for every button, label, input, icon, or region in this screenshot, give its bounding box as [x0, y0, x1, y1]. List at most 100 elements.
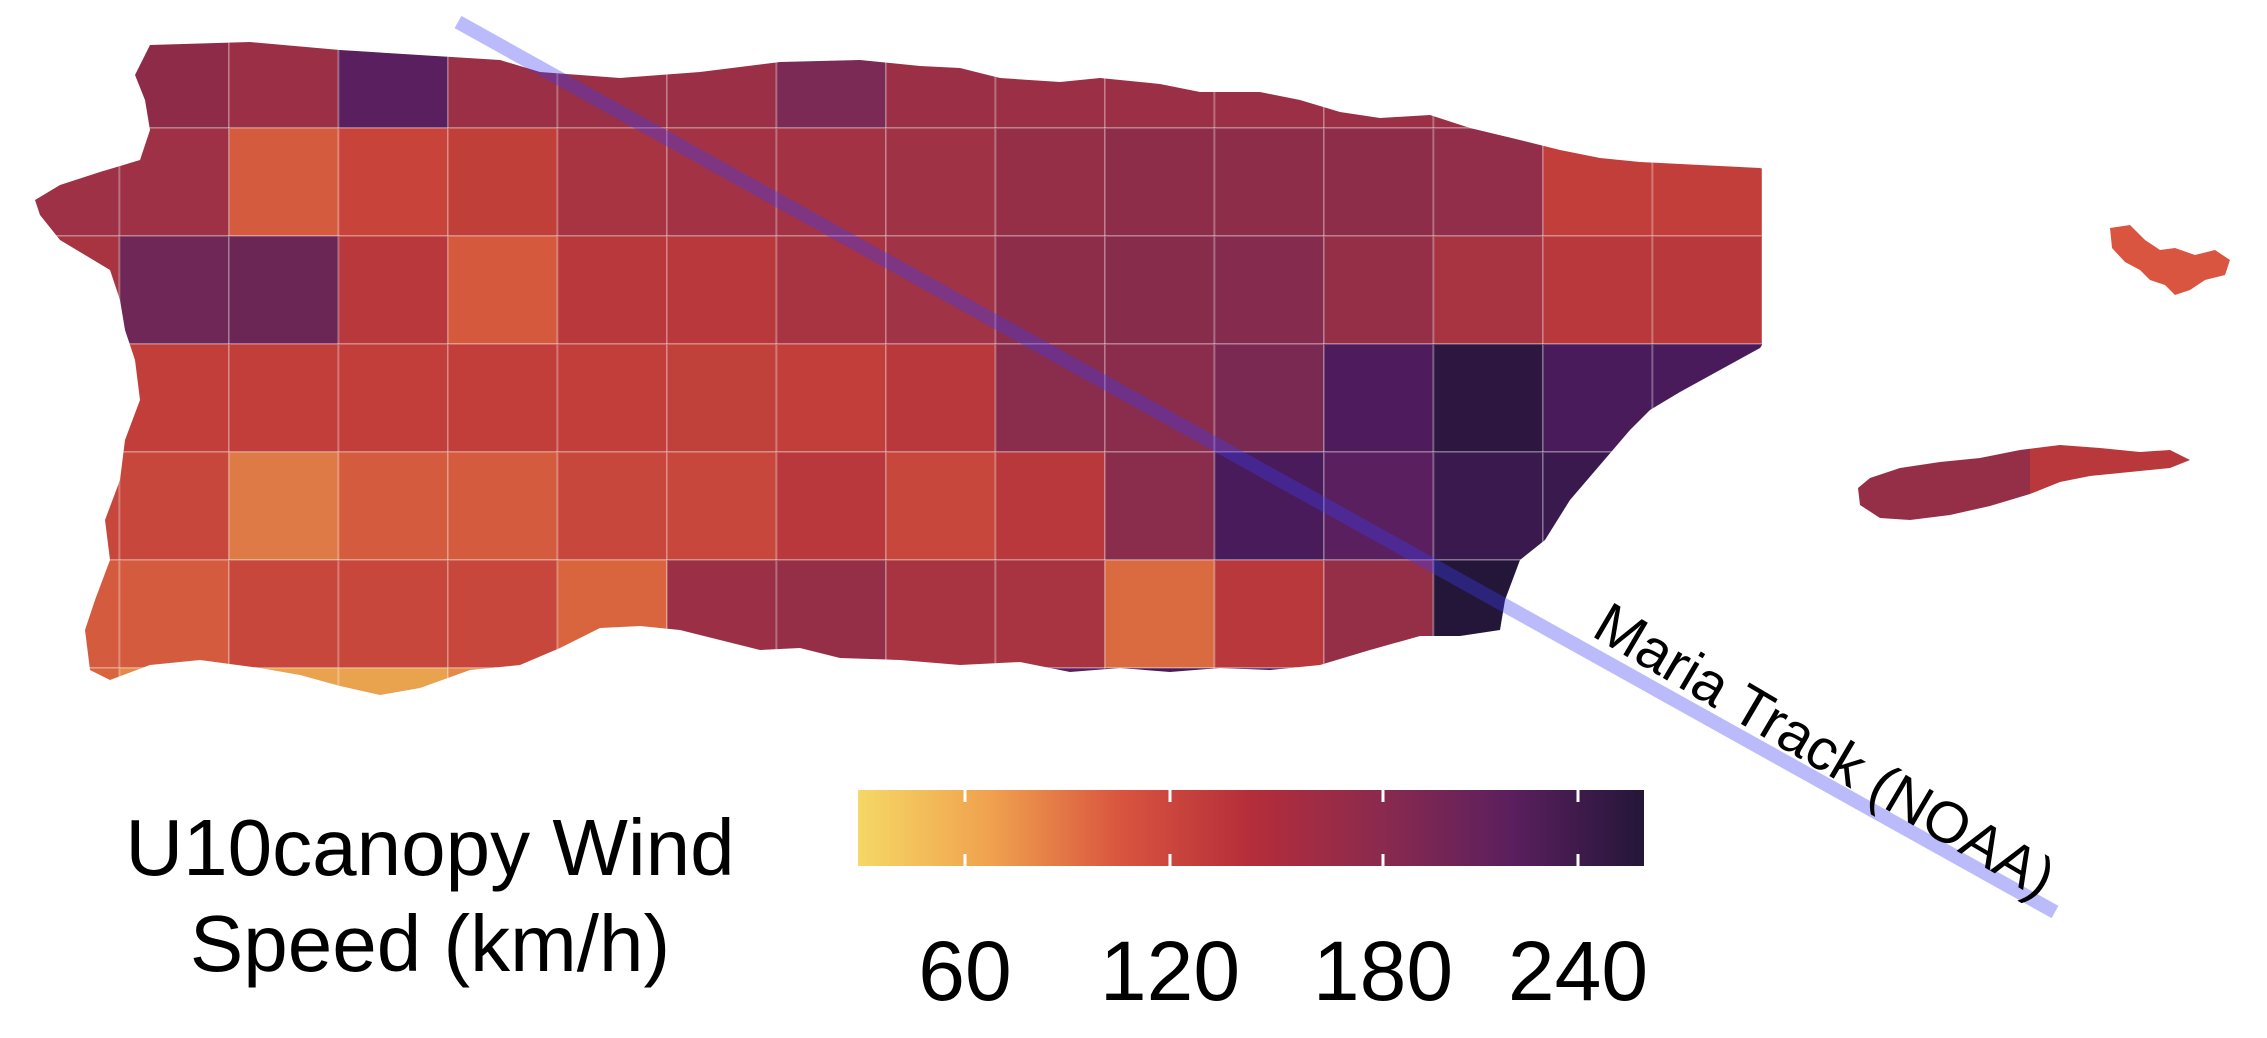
grid-cell [556, 343, 668, 453]
grid-cell [1651, 343, 1763, 453]
grid-cell [775, 559, 887, 669]
grid-cell [1432, 127, 1544, 237]
grid-cell [666, 667, 778, 695]
grid-cell [994, 667, 1106, 695]
grid-cell [1104, 451, 1216, 561]
grid-cell [447, 451, 559, 561]
colorbar-rect [858, 790, 1644, 866]
grid-cell [447, 235, 559, 345]
grid-cell [1432, 667, 1544, 695]
grid-cell [118, 235, 230, 345]
grid-cell [447, 343, 559, 453]
legend-title: U10canopy Wind Speed (km/h) [40, 800, 820, 992]
grid-cell [337, 451, 449, 561]
grid-cell [228, 42, 340, 129]
grid-cell [1651, 451, 1763, 561]
grid-cell [35, 559, 121, 669]
grid-cell [228, 667, 340, 695]
vieques-island [1858, 445, 2190, 520]
grid-cell [1213, 42, 1325, 129]
culebra-island [2110, 225, 2230, 295]
grid-cell [1432, 42, 1544, 129]
grid-cell [1213, 235, 1325, 345]
colorbar-tick-marks [963, 790, 1580, 866]
grid-cell [775, 235, 887, 345]
legend-tick-240: 240 [1508, 924, 1648, 1018]
grid-cell [118, 667, 230, 695]
grid-cell [337, 667, 449, 695]
grid-cell [666, 42, 778, 129]
grid-cell [1104, 235, 1216, 345]
grid-cell [1651, 235, 1763, 345]
grid-cell [994, 559, 1106, 669]
grid-cell [1104, 42, 1216, 129]
grid-cell [1104, 667, 1216, 695]
grid-cell [994, 127, 1106, 237]
grid-cell [228, 451, 340, 561]
grid-cell [885, 343, 997, 453]
grid-cell [35, 127, 121, 237]
grid-cell [885, 667, 997, 695]
grid-cell [666, 343, 778, 453]
grid-cell [1104, 127, 1216, 237]
grid-cell [1542, 235, 1654, 345]
grid-cell [1323, 667, 1435, 695]
grid-cell [447, 667, 559, 695]
grid-cell [1432, 343, 1544, 453]
legend-tick-180: 180 [1313, 924, 1453, 1018]
grid-cell [775, 42, 887, 129]
grid-cell [1542, 343, 1654, 453]
grid-cell [35, 451, 121, 561]
legend-title-line1: U10canopy Wind [125, 803, 735, 892]
grid-cell [1432, 451, 1544, 561]
grid-cell [1213, 559, 1325, 669]
grid-cell [1542, 451, 1654, 561]
grid-cell [337, 343, 449, 453]
grid-cell [885, 235, 997, 345]
grid-cell [556, 451, 668, 561]
grid-cell [447, 559, 559, 669]
grid-cell [994, 451, 1106, 561]
grid-cell [1323, 343, 1435, 453]
grid-cell [1651, 42, 1763, 129]
legend-colorbar: 60 120 180 240 [858, 790, 1648, 1018]
grid-cell [556, 559, 668, 669]
grid-cell [994, 42, 1106, 129]
grid-cell [775, 343, 887, 453]
grid-cell [1104, 559, 1216, 669]
grid-cell [775, 127, 887, 237]
legend-tick-60: 60 [918, 924, 1011, 1018]
grid-cell [1323, 235, 1435, 345]
grid-cell [1323, 127, 1435, 237]
grid-cell [1323, 559, 1435, 669]
grid-cell [1213, 667, 1325, 695]
vieques-cell-east [2030, 445, 2190, 520]
grid-cell [228, 235, 340, 345]
grid-cell [35, 343, 121, 453]
grid-cell [35, 42, 121, 129]
grid-cell [775, 667, 887, 695]
grid-cell [1213, 127, 1325, 237]
grid-cell [337, 559, 449, 669]
grid-cell [118, 127, 230, 237]
grid-cell [666, 451, 778, 561]
grid-cell [994, 343, 1106, 453]
grid-cell [1542, 42, 1654, 129]
puerto-rico-grid [35, 42, 1763, 695]
maria-track-line [454, 15, 2059, 919]
grid-cell [337, 42, 449, 129]
grid-cell [1651, 127, 1763, 237]
grid-cell [775, 451, 887, 561]
grid-cell [1213, 343, 1325, 453]
grid-cell [447, 127, 559, 237]
grid-cell [666, 559, 778, 669]
grid-cell [118, 343, 230, 453]
grid-cell [118, 42, 230, 129]
grid-cell [35, 667, 121, 695]
grid-cell [1542, 127, 1654, 237]
grid-cell [666, 235, 778, 345]
maria-track-label: Maria Track (NOAA) [1583, 590, 2066, 911]
grid-cell [885, 127, 997, 237]
grid-cell [1323, 451, 1435, 561]
